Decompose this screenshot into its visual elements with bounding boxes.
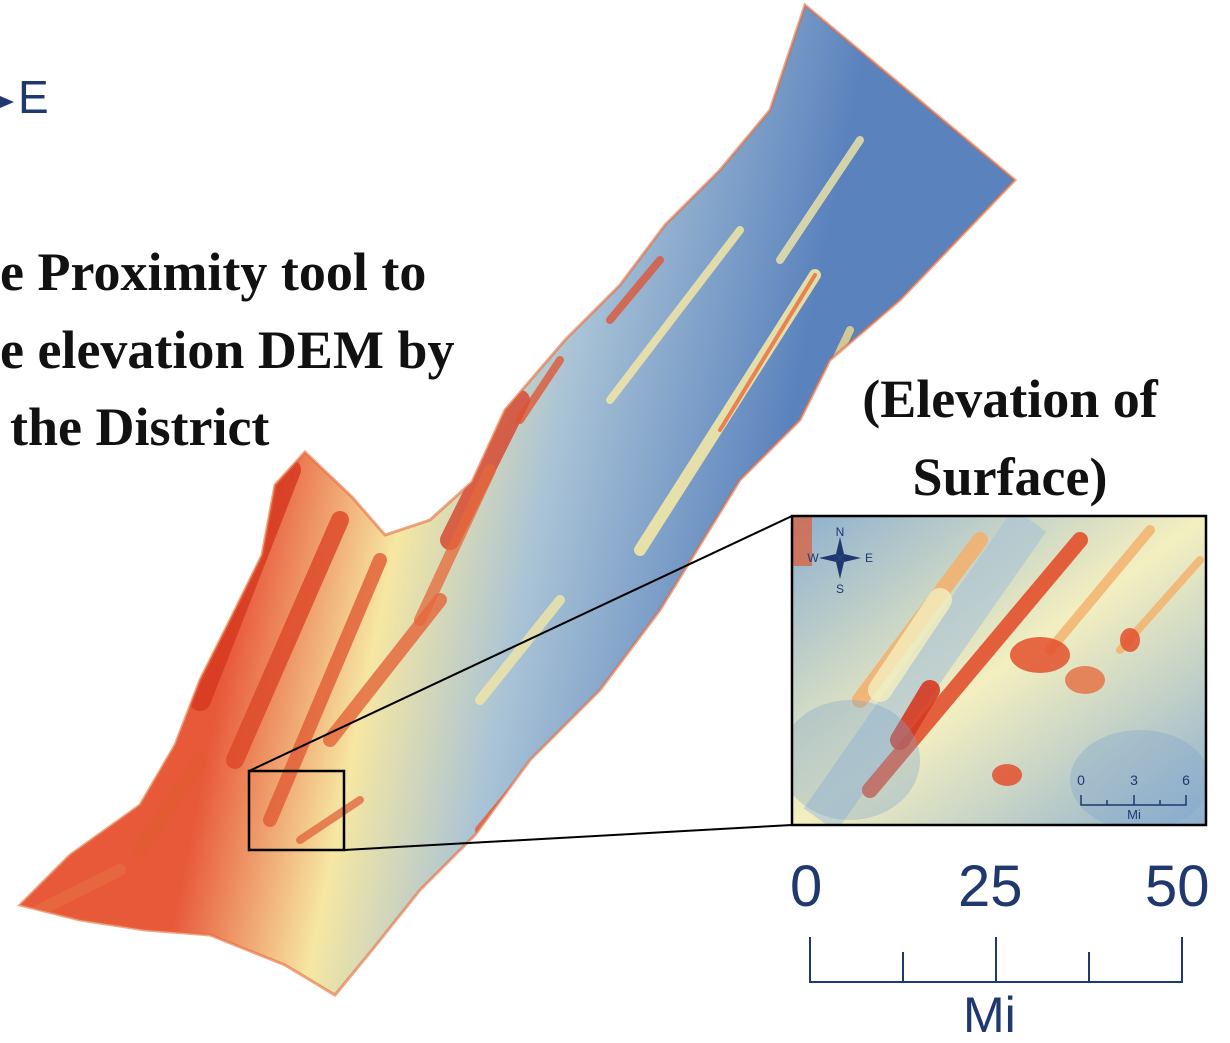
compass-south-label: S (836, 582, 844, 596)
main-scale-unit: Mi (963, 987, 1016, 1043)
north-arrow-fragment-icon (0, 96, 14, 108)
inset-scale-tick-0: 0 (1077, 772, 1085, 788)
compass-east-label: E (865, 551, 873, 565)
main-scale-tick-25: 25 (958, 854, 1023, 919)
inset-map (790, 514, 1208, 827)
inset-ridges (792, 516, 1206, 825)
north-arrow-east-label: E (18, 71, 49, 123)
main-scale-tick-50: 50 (1145, 854, 1210, 919)
main-scale-bar (809, 937, 1183, 983)
study-area-callout (247, 515, 793, 852)
inset-scale-tick-3: 3 (1130, 772, 1138, 788)
inset-title-line-2: Surface) (912, 447, 1108, 507)
inset-title-line-1: (Elevation of (862, 369, 1158, 429)
heading-line-2: e elevation DEM by (0, 320, 455, 380)
compass-west-label: W (807, 551, 819, 565)
compass-rose-icon: N S E W (807, 525, 873, 596)
heading-line-3: the District (10, 397, 270, 457)
inset-scale-tick-6: 6 (1182, 772, 1190, 788)
heading-line-1: e Proximity tool to (0, 242, 427, 302)
main-scale-tick-0: 0 (790, 854, 823, 919)
compass-north-label: N (836, 525, 845, 539)
inset-scale-unit: Mi (1127, 807, 1141, 822)
inset-scale-bar: 0 3 6 Mi (1077, 772, 1190, 822)
